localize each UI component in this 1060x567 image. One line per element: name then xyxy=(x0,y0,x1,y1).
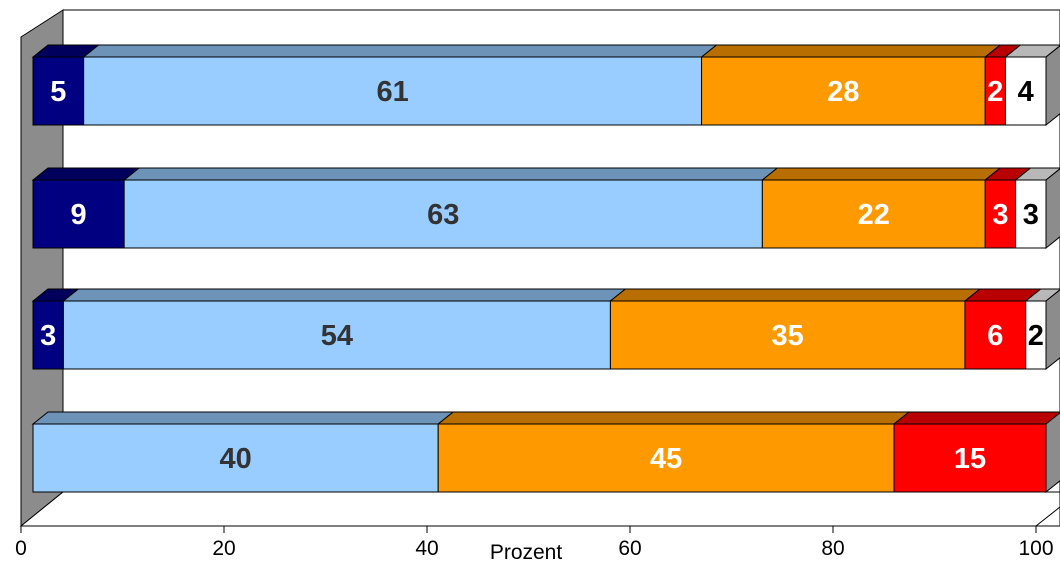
bar-value-label: 63 xyxy=(427,199,459,231)
bar-segment-top xyxy=(63,289,625,301)
bar-segment-top xyxy=(33,412,453,424)
bar-segment-top xyxy=(610,289,980,301)
x-tick-label: 20 xyxy=(212,537,235,560)
x-tick-label: 60 xyxy=(618,537,641,560)
bar-side-face xyxy=(1046,168,1060,248)
x-tick-label: 0 xyxy=(15,537,27,560)
bar-value-label: 3 xyxy=(40,320,56,352)
bar-value-label: 61 xyxy=(376,76,408,108)
bar-value-label: 9 xyxy=(71,199,87,231)
bar-value-label: 15 xyxy=(954,443,986,475)
bar-value-label: 22 xyxy=(858,199,890,231)
bar-value-label: 54 xyxy=(321,320,353,352)
bar-side-face xyxy=(1046,412,1060,492)
bar-value-label: 6 xyxy=(987,320,1003,352)
x-axis-title: Prozent xyxy=(490,541,563,564)
bar-segment-top xyxy=(702,45,1001,57)
bar-row: 9 63 22 3 3 xyxy=(33,168,1060,248)
bar-value-label: 3 xyxy=(992,199,1008,231)
bar-value-label: 35 xyxy=(772,320,804,352)
bar-value-label: 3 xyxy=(1023,199,1039,231)
bar-value-label: 45 xyxy=(650,443,682,475)
floor xyxy=(21,492,1060,526)
bar-value-label: 2 xyxy=(1028,320,1044,352)
x-tick-label: 40 xyxy=(415,537,438,560)
bar-value-label: 2 xyxy=(987,76,1003,108)
bar-side-face xyxy=(1046,45,1060,125)
bar-row: 3 54 35 6 2 xyxy=(33,289,1060,369)
bar-segment-top xyxy=(894,412,1060,424)
bar-segment-top xyxy=(33,168,139,180)
x-tick-label: 100 xyxy=(1018,537,1053,560)
bar-row: 5 61 28 2 4 xyxy=(33,45,1060,125)
bar-value-label: 5 xyxy=(50,76,66,108)
bar-segment-top xyxy=(438,412,909,424)
bar-row: 40 45 15 xyxy=(33,412,1060,492)
bar-segment-top xyxy=(84,45,717,57)
x-tick-label: 80 xyxy=(821,537,844,560)
bar-value-label: 4 xyxy=(1018,76,1034,108)
bar-value-label: 40 xyxy=(219,443,251,475)
bar-value-label: 28 xyxy=(827,76,859,108)
bar-segment-top xyxy=(762,168,1000,180)
bar-side-face xyxy=(1046,289,1060,369)
bar-segment-top xyxy=(124,168,777,180)
